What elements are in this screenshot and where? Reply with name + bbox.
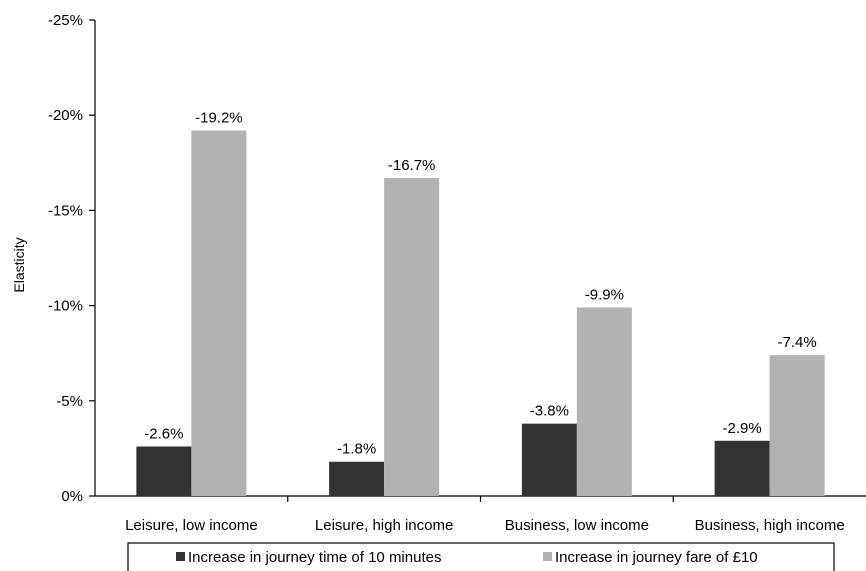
legend-label: Increase in journey time of 10 minutes	[188, 549, 441, 566]
x-category-label: Business, low income	[505, 517, 649, 534]
data-label: -7.4%	[778, 334, 817, 351]
y-tick-label: -10%	[48, 298, 83, 315]
labels: -2.6% -19.2% Leisure, low income -1.8% -16.7…	[125, 109, 845, 534]
data-label: -2.9%	[723, 420, 762, 437]
data-label: -2.6%	[144, 425, 183, 442]
x-category-label: Business, high income	[695, 517, 845, 534]
legend-swatch-journey-fare	[543, 552, 552, 561]
data-label: -3.8%	[530, 403, 569, 420]
data-label: -19.2%	[195, 109, 243, 126]
bars	[136, 130, 825, 497]
legend-label: Increase in journey fare of £10	[555, 549, 758, 566]
x-category-label: Leisure, low income	[125, 517, 258, 534]
data-label: -16.7%	[388, 157, 436, 174]
bar-journey-time	[714, 440, 770, 496]
y-tick-label: -15%	[48, 202, 83, 219]
x-category-label: Leisure, high income	[315, 517, 453, 534]
legend: Increase in journey time of 10 minutes In…	[127, 542, 835, 571]
legend-swatch-journey-time	[176, 552, 185, 561]
bar-journey-fare	[384, 178, 440, 497]
bar-journey-fare	[191, 130, 247, 496]
bar-journey-time	[329, 461, 385, 496]
legend-box	[127, 542, 835, 571]
y-tick-label: 0%	[61, 488, 83, 505]
data-label: -9.9%	[585, 287, 624, 304]
y-tick-label: -20%	[48, 107, 83, 124]
bar-journey-fare	[769, 355, 825, 496]
data-label: -1.8%	[337, 441, 376, 458]
y-axis-title: Elasticity	[11, 237, 27, 292]
y-tick-label: -25%	[48, 12, 83, 29]
bar-journey-fare	[576, 307, 632, 496]
bar-journey-time	[136, 446, 192, 496]
bar-journey-time	[521, 423, 577, 496]
y-tick-label: -5%	[56, 393, 83, 410]
